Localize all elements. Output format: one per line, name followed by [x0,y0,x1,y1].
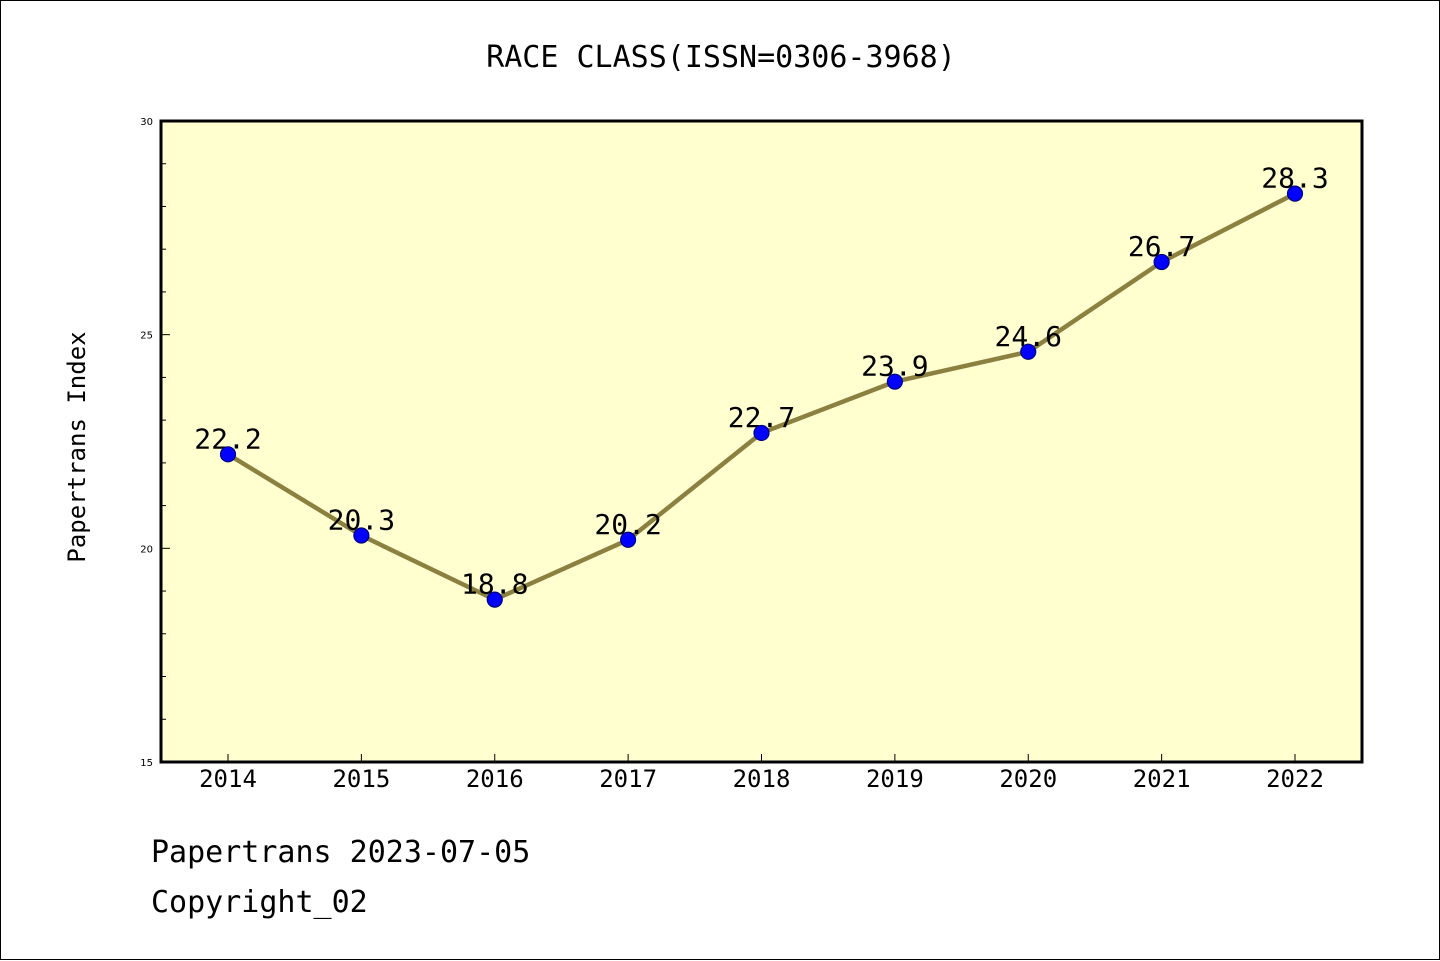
x-tick-label: 2017 [599,765,657,793]
data-point [1286,185,1304,202]
x-tick-label: 2015 [332,765,390,793]
data-point [486,591,503,608]
y-tick-label: 20 [140,544,153,555]
data-point [753,424,770,442]
x-tick-label: 2022 [1266,765,1324,793]
y-axis-label: Papertrans Index [63,331,91,562]
x-tick-label: 2014 [199,765,257,793]
data-point [620,531,637,548]
data-point [886,373,903,390]
x-tick-label: 2016 [466,765,524,793]
y-axis: 15 20 25 30 [140,117,170,769]
x-tick-label: 2020 [999,765,1057,793]
data-point [1153,253,1170,271]
data-point [353,527,370,544]
data-point [219,446,237,463]
y-tick-label: 30 [140,117,153,128]
plot-area [159,119,1364,764]
footer-date: Papertrans 2023-07-05 [151,835,531,870]
footer-copyright: Copyright_02 [151,885,368,920]
series-layer: 22.220.318.820.222.723.924.626.728.3 [194,162,1329,608]
x-tick-label: 2021 [1133,765,1191,793]
y-tick-label: 25 [140,331,153,342]
chart-title: RACE CLASS(ISSN=0306-3968) [486,40,956,75]
data-point [1020,343,1037,360]
x-tick-label: 2018 [733,765,791,793]
y-tick-label: 15 [140,758,153,769]
x-axis: 2014 2015 2016 2017 2018 2019 2020 2021 2022 [199,754,1324,793]
x-tick-label: 2019 [866,765,924,793]
